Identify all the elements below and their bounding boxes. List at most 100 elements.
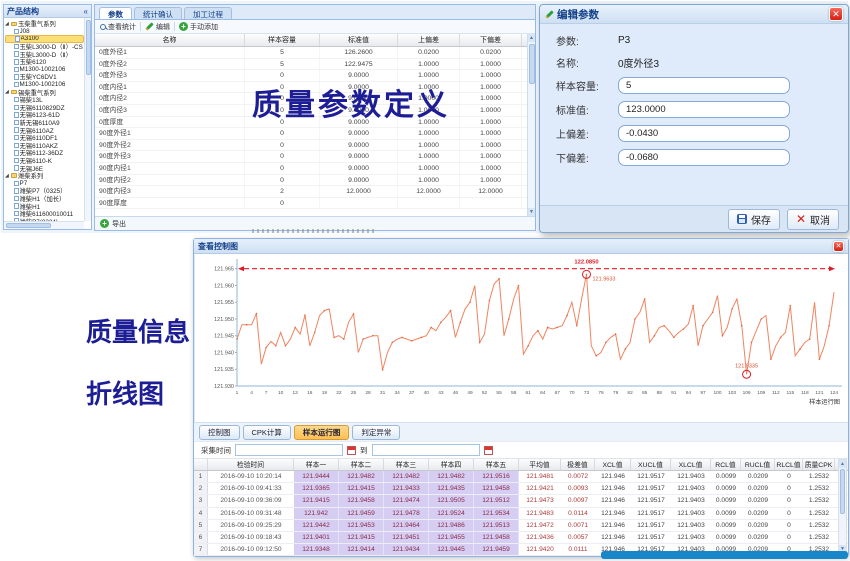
param-table-row[interactable]: 0度内径2 0 9.0000 1.0000 1.0000	[95, 93, 535, 105]
tab-控制图[interactable]: 控制图	[199, 424, 240, 440]
sample-table-scrollbar[interactable]: ▲ ▼	[838, 459, 847, 554]
sample-table-row[interactable]: 2 2016-09-10 09:41:33 121.9365 121.9415 121.…	[194, 483, 848, 496]
tab-参数[interactable]: 参数	[99, 7, 132, 19]
column-header[interactable]: RCL值	[711, 459, 741, 470]
scroll-up-arrow[interactable]: ▲	[839, 460, 846, 468]
param-table-row[interactable]: 90度内径3 2 12.0000 12.0000 12.0000	[95, 186, 535, 198]
scroll-up-arrow[interactable]: ▲	[528, 34, 535, 42]
tree-item[interactable]: A3100	[5, 35, 84, 43]
dialog-header[interactable]: 编辑参数 ✕	[540, 5, 848, 24]
param-table-row[interactable]: 90度厚度 0	[95, 197, 535, 210]
tree-item[interactable]: 玉柴6120	[5, 58, 84, 66]
column-header[interactable]: 极差值	[561, 459, 595, 470]
tab-统计确认[interactable]: 统计确认	[134, 7, 182, 19]
tree-item[interactable]: 锡柴13L	[5, 96, 84, 104]
manual-add-button[interactable]: 手动添加	[179, 22, 218, 32]
param-table-row[interactable]: 0度厚度 0 9.0000 1.0000 1.0000	[95, 116, 535, 129]
column-header[interactable]: 样本五	[474, 459, 519, 470]
column-header[interactable]: RLCL值	[775, 459, 803, 470]
scrollbar-thumb[interactable]	[85, 20, 91, 75]
tree-vertical-scrollbar[interactable]	[84, 18, 91, 221]
tree-item[interactable]: 无锡6110829DZ	[5, 104, 84, 111]
scrollbar-thumb[interactable]	[528, 44, 535, 84]
chart-window-close-icon[interactable]: ✕	[833, 240, 844, 252]
column-header[interactable]: 下偏差	[460, 34, 522, 46]
tree-item[interactable]: 潍柴H1（加长）	[5, 195, 84, 202]
tree-item[interactable]: 无锡6123-61D	[5, 111, 84, 119]
tree-item[interactable]: 无锡6110AKZ	[5, 142, 84, 149]
column-header[interactable]: 检验时间	[208, 459, 294, 470]
column-header[interactable]: 样本四	[429, 459, 474, 470]
expand-arrow-icon[interactable]: ◢	[5, 172, 9, 179]
tab-加工过程[interactable]: 加工过程	[184, 7, 232, 19]
scroll-down-arrow[interactable]: ▼	[839, 545, 846, 553]
tree-item[interactable]: 玉柴L3000-D（Ⅱ）	[5, 50, 84, 58]
export-button[interactable]: 导出	[112, 220, 126, 228]
column-header[interactable]: XCL值	[595, 459, 631, 470]
tree-item[interactable]: 玉柴YC6DV1	[5, 73, 84, 81]
sample-table-row[interactable]: 3 2016-09-10 09:36:09 121.9415 121.9458 121.…	[194, 495, 848, 508]
standard-value-input[interactable]	[618, 101, 790, 118]
column-header[interactable]: 上偏差	[398, 34, 460, 46]
expand-arrow-icon[interactable]: ◢	[5, 89, 9, 96]
param-table-row[interactable]: 90度外径3 0 9.0000 1.0000 1.0000	[95, 151, 535, 163]
tab-样本运行图[interactable]: 样本运行图	[293, 424, 350, 440]
lower-deviation-input[interactable]	[618, 149, 790, 166]
calendar-icon[interactable]	[483, 445, 493, 455]
tree-item[interactable]: J08	[5, 28, 84, 36]
column-header[interactable]: 样本一	[294, 459, 339, 470]
time-to-input[interactable]	[371, 444, 480, 456]
param-table-row[interactable]: 90度外径1 0 9.0000 1.0000 1.0000	[95, 128, 535, 140]
tree-item[interactable]: 无锡6112-36DZ	[5, 149, 84, 157]
column-header[interactable]: 样本二	[339, 459, 384, 470]
tree-item[interactable]: M1300-1002106	[5, 66, 84, 74]
param-table-row[interactable]: 0度外径2 5 122.9475 1.0000 1.0000	[95, 58, 535, 71]
tab-判定异常[interactable]: 判定异常	[352, 424, 401, 440]
tree-item[interactable]: M1300-1002106	[5, 81, 84, 89]
dialog-close-icon[interactable]: ✕	[829, 7, 843, 21]
view-statistics-button[interactable]: 查看统计	[100, 22, 136, 32]
column-header[interactable]: XUCL值	[631, 459, 671, 470]
parameter-table-scrollbar[interactable]: ▲ ▼	[527, 34, 535, 216]
collapse-panel-icon[interactable]: «	[83, 6, 88, 16]
param-table-row[interactable]: 0度外径3 0 9.0000 1.0000 1.0000	[95, 70, 535, 82]
sample-table-row[interactable]: 5 2016-09-10 09:25:29 121.9442 121.9453 121.…	[194, 519, 848, 532]
column-header[interactable]: 质量CPK	[803, 459, 835, 470]
sample-size-input[interactable]	[618, 77, 790, 94]
tree-item[interactable]: 无锡6110-K	[5, 157, 84, 164]
scrollbar-thumb[interactable]	[6, 223, 51, 228]
tree-item[interactable]: 无锡6110DF1	[5, 134, 84, 142]
sample-table-row[interactable]: 7 2016-09-10 09:12:50 121.9348 121.9414 121.…	[194, 544, 848, 557]
param-table-row[interactable]: 0度外径1 5 126.2600 0.0200 0.0200	[95, 47, 535, 59]
column-header[interactable]: 标准值	[320, 34, 398, 46]
save-button[interactable]: 保存	[727, 208, 780, 230]
param-table-row[interactable]: 90度内径2 0 9.0000 1.0000 1.0000	[95, 174, 535, 187]
tree-item[interactable]: P7	[5, 179, 84, 187]
column-header[interactable]: 样本容量	[245, 34, 320, 46]
sample-table-row[interactable]: 6 2016-09-10 09:18:43 121.9401 121.9415 121.…	[194, 531, 848, 545]
tree-item[interactable]: 新无锡6110A9	[5, 119, 84, 126]
tree-item[interactable]: 潍柴P7（0325）	[5, 187, 84, 195]
column-header[interactable]: XLCL值	[671, 459, 711, 470]
param-table-row[interactable]: 0度内径1 0 9.0000 1.0000 1.0000	[95, 81, 535, 94]
scroll-down-arrow[interactable]: ▼	[528, 208, 535, 216]
tree-folder[interactable]: ◢ 潍柴系列	[5, 172, 84, 180]
expand-arrow-icon[interactable]: ◢	[5, 20, 9, 27]
tree-horizontal-scrollbar[interactable]	[4, 221, 84, 229]
column-header[interactable]: RUCL值	[741, 459, 775, 470]
sample-table-row[interactable]: 4 2016-09-10 09:31:48 121.942 121.9459 121.9…	[194, 507, 848, 520]
column-header[interactable]: 平均值	[519, 459, 561, 470]
upper-deviation-input[interactable]	[618, 125, 790, 142]
column-header[interactable]: 样本三	[384, 459, 429, 470]
tree-item[interactable]: 玉柴L3000-D（Ⅱ）-CS	[5, 43, 84, 50]
calendar-icon[interactable]	[347, 445, 356, 455]
time-from-input[interactable]	[235, 444, 343, 456]
tree-item[interactable]: 潍柴H1	[5, 202, 84, 210]
column-header[interactable]: 名称	[95, 34, 245, 46]
tree-item[interactable]: 潍柴611600010011	[5, 210, 84, 217]
tree-folder[interactable]: ◢ 锡柴重气系列	[5, 88, 84, 96]
sample-table-row[interactable]: 1 2016-09-10 10:20:14 121.9444 121.9482 121.…	[194, 471, 848, 484]
tree-item[interactable]: 无锡6110AZ	[5, 126, 84, 134]
param-table-row[interactable]: 0度内径3 0 9.0000 1.0000 1.0000	[95, 104, 535, 117]
tree-folder[interactable]: ◢ 玉柴重气系列	[5, 20, 84, 28]
